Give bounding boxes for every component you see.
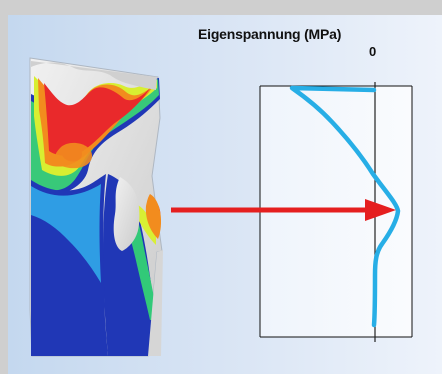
fea-stress-plot	[29, 57, 163, 357]
location-arrow	[171, 199, 396, 221]
location-arrow-head	[365, 199, 396, 221]
fea-gray-upper-edge	[31, 61, 157, 90]
fea-gray-lower-edge	[148, 250, 163, 356]
fea-lower-left-cyan	[31, 184, 101, 283]
zero-axis-label: 0	[369, 44, 377, 59]
fea-orange-core	[54, 142, 93, 169]
fea-lower-orange-glow	[145, 194, 162, 239]
stress-chart-title: Eigenspannung (MPa)	[198, 26, 342, 42]
fea-red-hotspot-upper	[44, 83, 150, 156]
residual-stress-curve	[289, 85, 401, 328]
fea-gray-lower-cavity	[113, 177, 140, 251]
